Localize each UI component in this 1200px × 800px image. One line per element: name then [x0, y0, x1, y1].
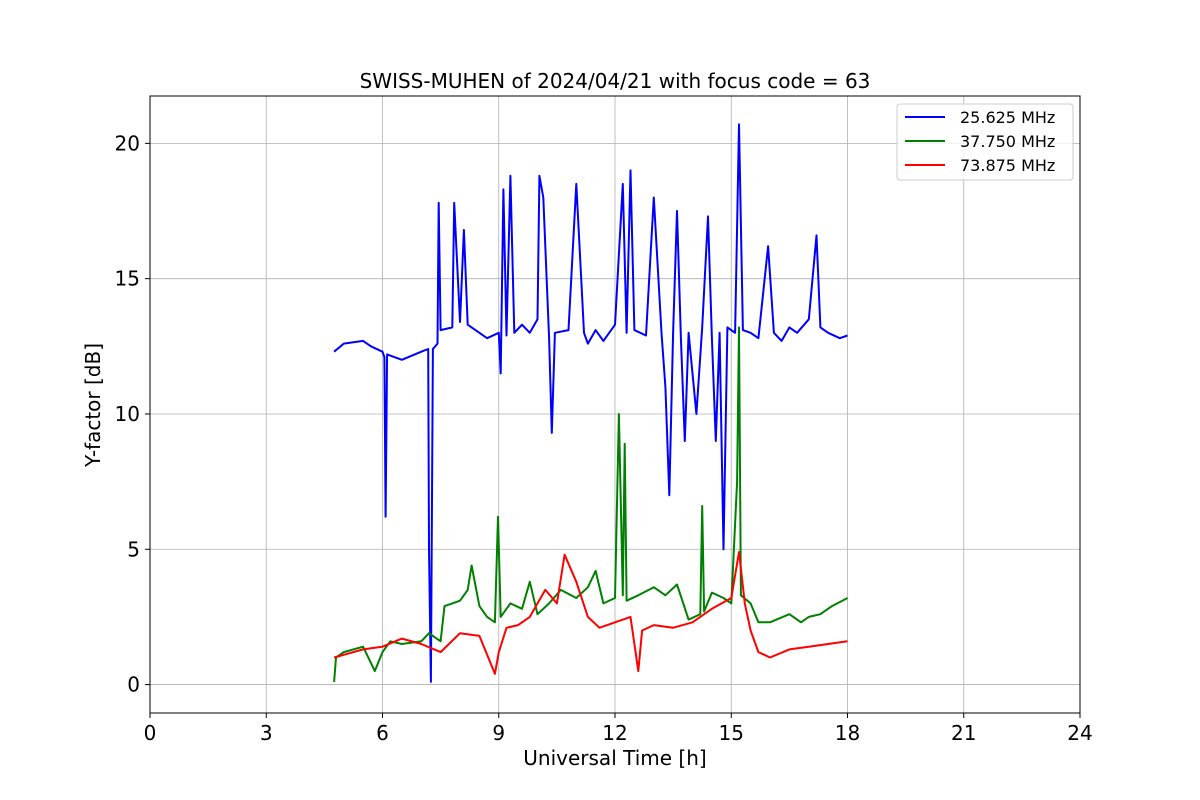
y-tick-label: 15: [115, 267, 140, 291]
x-tick-label: 3: [260, 721, 273, 745]
legend-label-3: 73.875 MHz: [960, 156, 1055, 175]
legend-box: [896, 103, 1074, 181]
legend-label-2: 37.750 MHz: [960, 132, 1055, 151]
y-tick-label: 10: [115, 402, 140, 426]
series-line-2: [333, 326, 848, 682]
series-line-1: [333, 123, 848, 683]
x-tick-label: 0: [144, 721, 157, 745]
x-tick-label: 9: [492, 721, 505, 745]
series-layer: [333, 123, 848, 683]
x-tick-label: 12: [602, 721, 627, 745]
chart-title: SWISS-MUHEN of 2024/04/21 with focus cod…: [360, 69, 871, 93]
y-tick-label: 20: [115, 131, 140, 155]
x-tick-label: 24: [1067, 721, 1092, 745]
y-tick-label: 0: [127, 673, 140, 697]
legend-label-1: 25.625 MHz: [960, 108, 1055, 127]
grid: [149, 96, 1081, 713]
x-tick-label: 21: [951, 721, 976, 745]
legend: 25.625 MHz 37.750 MHz 73.875 MHz: [896, 103, 1074, 181]
y-axis-label: Y-factor [dB]: [81, 343, 105, 468]
series-line-3: [333, 551, 848, 675]
axis-ticks: 0 3 6 9 12 15 18 21 24 0 5 10 15 20: [115, 131, 1093, 745]
x-axis-label: Universal Time [h]: [523, 746, 706, 770]
x-tick-label: 18: [835, 721, 860, 745]
x-tick-label: 15: [719, 721, 744, 745]
x-tick-label: 6: [376, 721, 389, 745]
y-tick-label: 5: [127, 537, 140, 561]
